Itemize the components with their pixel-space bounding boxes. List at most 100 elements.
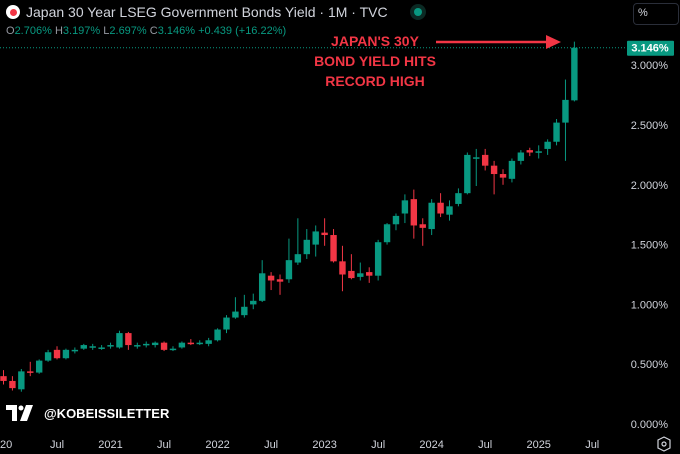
candle [571,41,578,102]
x-tick-label: 20 [0,439,12,451]
x-tick-label: Jul [478,439,492,451]
candle-body [134,345,141,347]
candle-body [27,371,34,373]
candle-body [285,260,293,280]
chart-header: Japan 30 Year LSEG Government Bonds Yiel… [6,4,422,20]
candle [562,79,569,161]
candle-body [303,239,310,255]
low-value: 2.697% [109,25,147,37]
candle-body [446,206,453,215]
candle-body [348,270,355,279]
candle [116,330,123,349]
candle [446,200,453,221]
candle [544,139,551,155]
candle [134,342,141,349]
candle [98,345,105,350]
candle-body [410,199,418,226]
y-tick-label: 2.500% [631,120,669,132]
candle-body [401,200,409,214]
candle-body [535,151,542,153]
x-tick-label: Jul [50,439,64,451]
candle-body [160,342,168,350]
candle [205,337,212,347]
candle-body [392,215,400,225]
candle-body [294,254,302,263]
candle [125,331,132,350]
candle [27,361,34,377]
candle [366,267,373,283]
change-value: +0.439 (+16.22%) [198,25,287,37]
candle [455,188,462,207]
candle [151,341,159,348]
candle-body [89,346,96,348]
candle-body [169,348,177,351]
annotation-arrow-head-icon [546,35,561,49]
candle-body [18,371,25,390]
candle-body [125,333,132,346]
candle-body [374,242,382,276]
candle [535,145,542,159]
candle-body [223,317,230,330]
candle [410,189,418,239]
candle-body [464,154,471,194]
candle [107,342,114,349]
candle-body [116,333,123,348]
candle-body [499,174,507,178]
candle-body [517,152,525,161]
candle-body [71,349,79,352]
candle-body [330,235,337,262]
x-tick-label: Jul [585,439,599,451]
candle [285,238,293,283]
candle-body [428,202,435,230]
candle [330,229,337,263]
percent-scale-button[interactable]: % [633,3,679,25]
candle [214,328,221,342]
candle-body [80,345,87,349]
x-tick-label: Jul [264,439,278,451]
candle [160,341,168,352]
candle [437,193,444,218]
candle-body [143,343,150,346]
y-tick-label: 1.500% [631,240,669,252]
y-tick-label: 1.000% [631,299,669,311]
candle [553,119,560,146]
candle [339,245,346,292]
candle [232,297,239,319]
annotation-text: JAPAN'S 30Y BOND YIELD HITS RECORD HIGH [314,33,436,89]
candle [321,218,328,246]
candle-body [267,275,275,281]
candle-body [205,340,212,344]
high-value: 3.197% [62,25,101,37]
candle-body [44,352,52,361]
candle [499,169,507,185]
last-price-label: 3.146% [631,43,669,55]
candle [517,150,525,165]
symbol-title[interactable]: Japan 30 Year LSEG Government Bonds Yiel… [26,4,388,20]
candle-body [562,99,569,123]
x-tick-label: 2022 [205,439,229,451]
candle [258,260,266,303]
candle [9,376,16,391]
last-price-badge [627,40,674,56]
candle-body [357,273,364,277]
candle-body [571,47,578,101]
candle [392,213,400,231]
candle-body [151,342,159,346]
candle-body [383,224,391,243]
candle [267,272,275,291]
candle-body [178,342,186,348]
candle [187,339,195,346]
candle-body [455,193,462,204]
candle [357,262,364,281]
candle [464,152,471,195]
candle-body [214,329,221,341]
candle-body [62,349,70,359]
candle-body [508,160,516,179]
candle [401,194,409,224]
candle-body [544,141,551,149]
x-tick-label: 2024 [419,439,443,451]
candle [18,368,25,392]
settings-gear-icon[interactable] [657,436,671,452]
candle-body [437,202,444,214]
